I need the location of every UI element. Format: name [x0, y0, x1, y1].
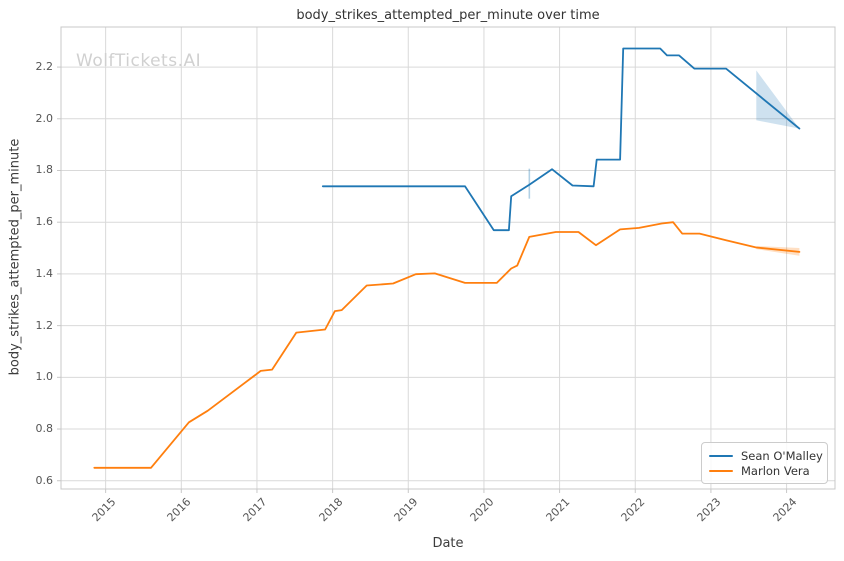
- legend-label: Sean O'Malley: [741, 448, 823, 463]
- y-tick-label: 2.0: [35, 111, 54, 125]
- y-tick-label: 1.4: [35, 266, 54, 280]
- legend: Sean O'Malley Marlon Vera: [701, 442, 828, 484]
- series-line-sean-o-malley: [321, 47, 801, 232]
- y-tick-label: 1.6: [35, 215, 54, 229]
- legend-line-swatch: [709, 469, 733, 472]
- legend-line-swatch: [709, 454, 733, 457]
- y-tick-label: 2.2: [35, 60, 54, 74]
- y-tick-label: 1.0: [35, 370, 54, 384]
- y-axis-label: body_strikes_attempted_per_minute: [7, 138, 23, 376]
- plot-border: [60, 26, 836, 490]
- y-tick-label: 0.6: [35, 473, 54, 487]
- y-tick-label: 1.8: [35, 163, 54, 177]
- legend-item-sean-omalley: Sean O'Malley: [709, 448, 823, 463]
- series-line-marlon-vera: [93, 221, 801, 469]
- legend-item-marlon-vera: Marlon Vera: [709, 463, 820, 478]
- x-axis-label: Date: [432, 536, 464, 551]
- y-tick-label: 1.2: [35, 318, 54, 332]
- chart-title: body_strikes_attempted_per_minute over t…: [296, 8, 600, 23]
- legend-label: Marlon Vera: [741, 463, 810, 478]
- y-tick-label: 0.8: [35, 422, 54, 436]
- confidence-band: [756, 70, 800, 129]
- watermark: WolfTickets.AI: [76, 51, 202, 71]
